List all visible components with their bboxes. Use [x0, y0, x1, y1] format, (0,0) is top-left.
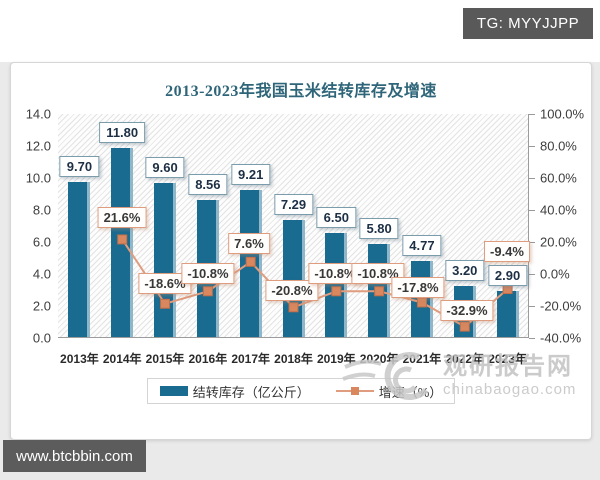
stock-bar	[68, 181, 91, 337]
growth-value-label: 21.6%	[97, 207, 147, 228]
right-axis-tick	[529, 210, 535, 211]
growth-marker	[502, 284, 513, 295]
growth-value-label: -9.4%	[484, 241, 530, 262]
growth-marker	[374, 286, 385, 297]
stock-bar	[496, 290, 519, 337]
left-axis-tick-label: 0.0	[32, 330, 51, 346]
legend-label-stock: 结转库存（亿公斤）	[192, 384, 310, 400]
line-swatch-icon	[335, 386, 374, 396]
growth-value-label: -20.8%	[265, 280, 319, 301]
growth-marker	[416, 297, 427, 308]
tg-badge: TG: MYYJJPP	[463, 8, 593, 39]
growth-value-label: -10.8%	[308, 263, 362, 284]
growth-value-label: -18.6%	[138, 273, 192, 294]
legend: 结转库存（亿公斤） 增速（%）	[147, 378, 455, 404]
bar-value-label: 11.80	[99, 122, 146, 144]
right-axis-tick	[529, 114, 535, 115]
x-axis-label: 2014年	[102, 352, 142, 366]
right-axis-tick-label: 60.0%	[540, 170, 577, 186]
left-axis-tick-label: 8.0	[32, 202, 51, 218]
left-axis-tick-label: 14.0	[25, 106, 51, 122]
bar-value-label: 3.20	[445, 259, 485, 281]
x-axis-label: 2023年	[488, 352, 527, 366]
x-axis-label: 2016年	[188, 352, 228, 366]
growth-value-label: -10.8%	[351, 263, 405, 284]
legend-item-stock: 结转库存（亿公斤）	[159, 382, 310, 401]
right-axis-tick-label: -40.0%	[540, 330, 582, 346]
bar-value-label: 5.80	[359, 218, 399, 240]
x-axis-label: 2021年	[402, 352, 442, 366]
chart-title: 2013-2023年我国玉米结转库存及增速	[165, 83, 437, 100]
bar-swatch-icon	[159, 386, 188, 396]
right-axis-tick-label: 40.0%	[540, 202, 577, 218]
right-axis-tick	[529, 338, 535, 339]
growth-marker	[288, 302, 299, 313]
growth-value-label: -17.8%	[391, 277, 445, 298]
x-axis-label: 2022年	[445, 352, 485, 366]
right-axis-tick-label: 20.0%	[540, 234, 577, 250]
bar-value-label: 2.90	[487, 264, 528, 286]
left-axis-tick-label: 2.0	[32, 298, 51, 314]
x-axis-label: 2015年	[145, 352, 185, 366]
right-axis-tick	[529, 274, 535, 275]
right-axis-tick	[529, 178, 535, 179]
growth-marker	[117, 234, 128, 245]
growth-value-label: -10.8%	[181, 263, 235, 284]
right-axis-tick	[529, 146, 535, 147]
stock-bar	[325, 233, 348, 337]
x-axis-label: 2017年	[231, 352, 271, 366]
left-axis-tick-label: 4.0	[32, 266, 51, 282]
bar-value-label: 8.56	[188, 174, 228, 196]
legend-item-growth: 增速（%）	[335, 382, 443, 401]
growth-value-label: -32.9%	[440, 300, 494, 321]
site-badge: www.btcbbin.com	[3, 440, 146, 472]
bar-value-label: 6.50	[316, 207, 356, 228]
growth-marker	[459, 321, 470, 332]
stock-bar	[282, 220, 305, 337]
plot-area	[58, 114, 529, 338]
growth-marker	[245, 256, 256, 267]
bar-value-label: 9.60	[145, 157, 185, 179]
right-axis-tick	[529, 306, 535, 307]
stock-bar	[154, 183, 177, 337]
left-axis-tick-label: 10.0	[25, 170, 51, 186]
left-axis-tick-label: 12.0	[25, 138, 51, 154]
x-axis-label: 2019年	[316, 352, 356, 366]
right-axis-tick-label: 0.0%	[540, 266, 570, 282]
bar-value-label: 9.21	[231, 163, 271, 185]
x-axis-label: 2013年	[60, 352, 99, 366]
right-axis-tick-label: 100.0%	[540, 106, 585, 122]
x-axis-label: 2018年	[274, 352, 313, 366]
growth-value-label: 7.6%	[228, 233, 270, 254]
bar-value-label: 9.70	[59, 155, 100, 177]
x-axis-label: 2020年	[359, 352, 399, 366]
left-axis-tick-label: 6.0	[32, 234, 51, 250]
right-axis-tick-label: 80.0%	[540, 138, 577, 154]
bar-value-label: 4.77	[402, 234, 442, 256]
growth-marker	[160, 298, 171, 309]
right-axis-tick-label: -20.0%	[540, 298, 582, 314]
chart-panel: 2013-2023年我国玉米结转库存及增速 结转库存（亿公斤） 增速（%）	[10, 62, 592, 440]
growth-marker	[202, 286, 213, 297]
watermark-site: chinabaogao.com	[443, 381, 577, 398]
growth-marker	[331, 286, 342, 297]
legend-label-growth: 增速（%）	[378, 384, 443, 400]
bar-value-label: 7.29	[273, 194, 314, 216]
right-axis-tick	[529, 242, 535, 243]
